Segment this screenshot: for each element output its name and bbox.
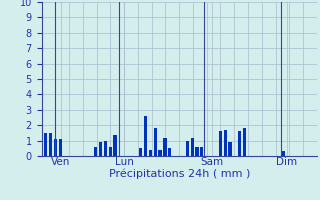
Bar bbox=[200, 147, 204, 156]
Bar bbox=[196, 147, 199, 156]
Bar bbox=[219, 131, 222, 156]
Bar bbox=[49, 133, 52, 156]
Bar bbox=[144, 116, 147, 156]
Bar bbox=[44, 133, 47, 156]
Bar bbox=[139, 148, 142, 156]
Bar bbox=[104, 141, 107, 156]
Bar bbox=[149, 150, 152, 156]
Bar bbox=[168, 148, 172, 156]
Bar bbox=[191, 138, 194, 156]
Bar bbox=[228, 142, 232, 156]
Bar bbox=[109, 147, 112, 156]
Bar bbox=[113, 135, 117, 156]
Bar bbox=[99, 142, 102, 156]
Bar bbox=[282, 151, 285, 156]
Bar bbox=[54, 139, 57, 156]
Bar bbox=[223, 130, 227, 156]
Bar bbox=[158, 150, 162, 156]
Bar bbox=[243, 128, 246, 156]
Bar bbox=[238, 131, 241, 156]
Bar bbox=[163, 138, 166, 156]
Bar bbox=[94, 147, 97, 156]
Bar bbox=[59, 139, 62, 156]
Bar bbox=[186, 141, 189, 156]
Bar bbox=[154, 128, 157, 156]
X-axis label: Précipitations 24h ( mm ): Précipitations 24h ( mm ) bbox=[108, 169, 250, 179]
